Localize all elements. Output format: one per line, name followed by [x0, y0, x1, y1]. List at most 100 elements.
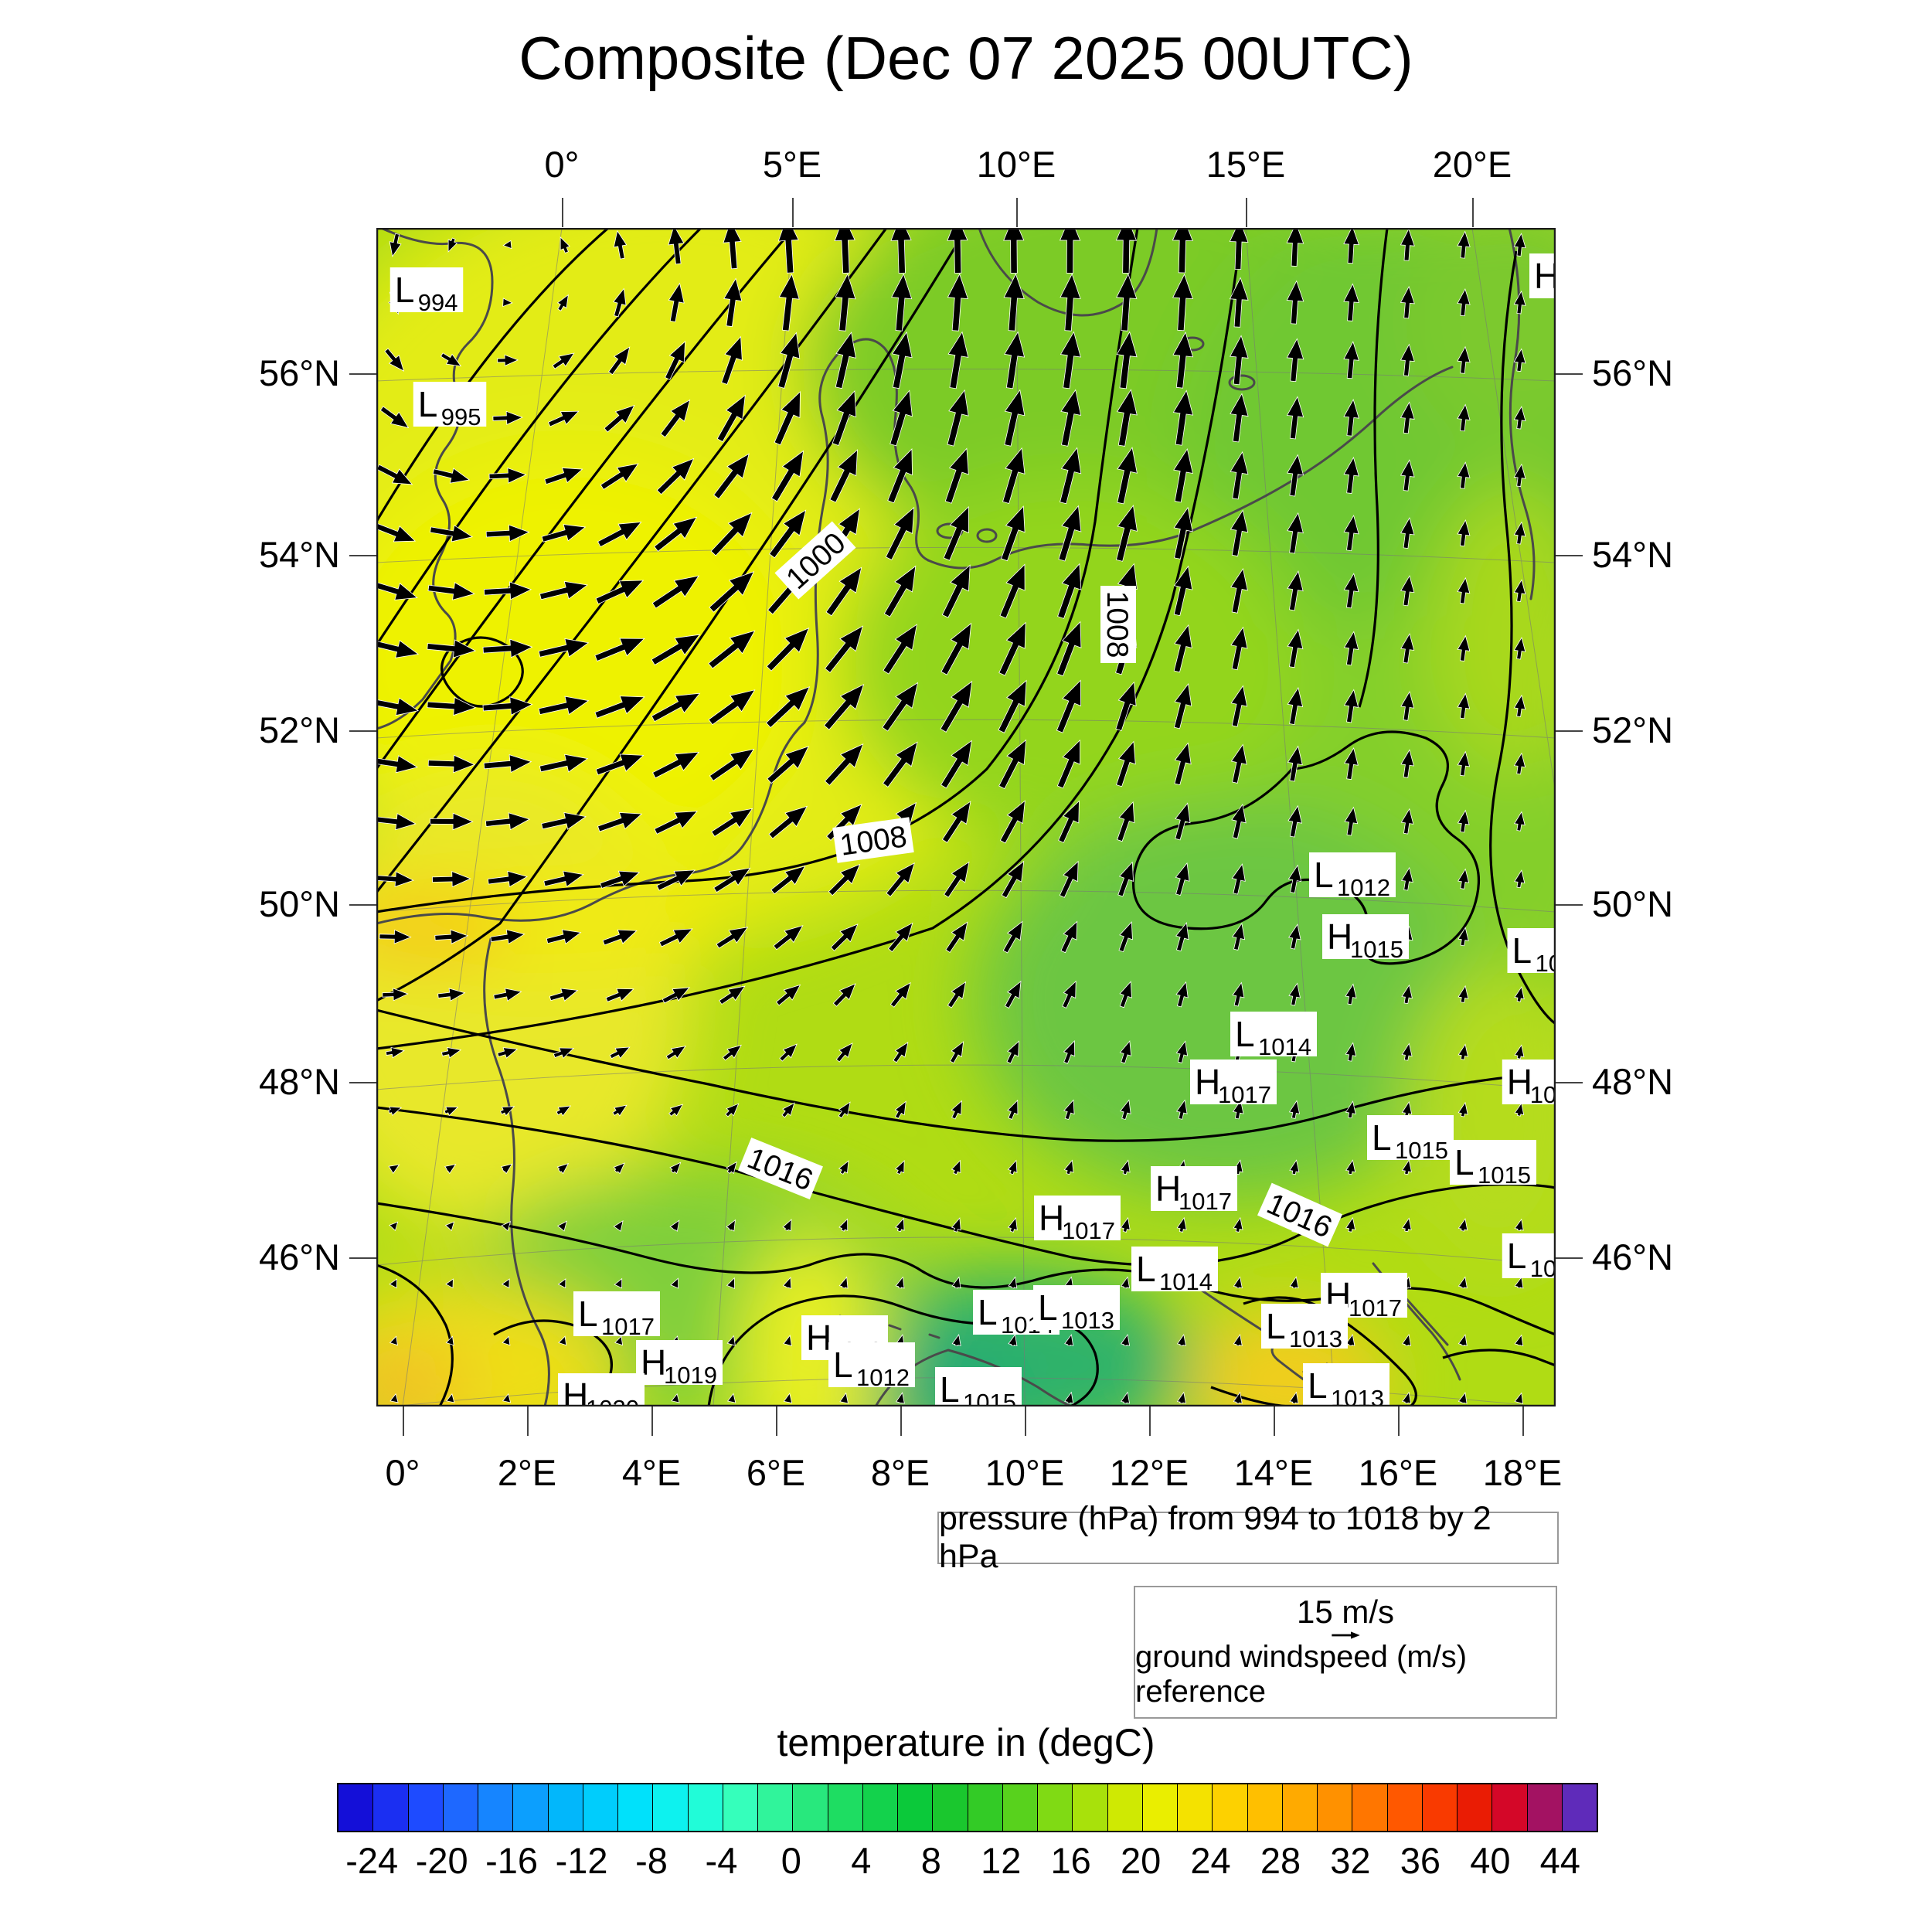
- wind-arrow: [828, 863, 861, 896]
- wind-arrow: [1231, 804, 1247, 839]
- bottom-axis-label: 18°E: [1482, 1452, 1563, 1493]
- axis-tick: [349, 730, 376, 732]
- wind-reference-box: 15 m/s ground windspeed (m/s) reference: [1134, 1586, 1557, 1719]
- wind-arrow: [608, 346, 631, 376]
- wind-arrow: [1345, 983, 1357, 1005]
- wind-arrow: [388, 1164, 400, 1175]
- wind-arrow: [1173, 624, 1192, 673]
- wind-arrow: [882, 741, 918, 787]
- wind-arrow: [1288, 1100, 1301, 1119]
- wind-arrow: [726, 1161, 737, 1175]
- wind-arrow: [656, 457, 695, 495]
- wind-arrow: [1006, 1040, 1019, 1064]
- wind-arrow: [1514, 1102, 1525, 1117]
- wind-arrow: [539, 753, 589, 773]
- wind-arrow: [766, 628, 810, 672]
- wind-arrow: [999, 563, 1026, 619]
- wind-arrow: [441, 1046, 462, 1059]
- wind-arrow: [1286, 396, 1304, 440]
- wind-arrow: [1343, 573, 1359, 609]
- wind-arrow: [726, 1335, 736, 1346]
- svg-text:1013: 1013: [1289, 1325, 1342, 1352]
- wind-arrow: [999, 800, 1026, 844]
- wind-arrow: [1116, 740, 1136, 787]
- wind-arrow: [1231, 863, 1246, 895]
- colorbar-tick-label: 32: [1330, 1840, 1371, 1881]
- wind-arrow: [1004, 389, 1026, 447]
- colorbar-title: temperature in (degC): [777, 1721, 1155, 1764]
- wind-arrow: [600, 463, 639, 490]
- axis-tick: [1556, 904, 1583, 906]
- wind-arrow: [1287, 628, 1304, 668]
- colorbar-segment: [758, 1784, 794, 1831]
- wind-arrow: [1230, 335, 1249, 386]
- wind-arrow: [1056, 739, 1080, 789]
- svg-text:L: L: [1266, 1306, 1286, 1346]
- wind-arrow: [1345, 1042, 1357, 1062]
- colorbar-segment: [898, 1784, 934, 1831]
- wind-arrow: [940, 680, 973, 733]
- colorbar-segment: [1492, 1784, 1528, 1831]
- wind-arrow: [883, 565, 917, 617]
- wind-arrow: [1400, 285, 1415, 319]
- wind-arrow: [1288, 923, 1301, 950]
- left-axis-label: 54°N: [258, 534, 340, 575]
- wind-arrow: [713, 867, 751, 893]
- pressure-center-label: L 10: [1507, 928, 1567, 977]
- wind-arrow: [708, 630, 756, 669]
- axis-tick: [1398, 1406, 1400, 1436]
- wind-arrow: [779, 1043, 798, 1062]
- bottom-axis-label: 0°: [385, 1452, 420, 1493]
- wind-arrow: [614, 1277, 623, 1289]
- svg-text:10: 10: [1536, 950, 1556, 977]
- wind-arrow: [886, 862, 915, 897]
- wind-arrow: [725, 1103, 740, 1117]
- wind-arrow: [613, 230, 628, 260]
- colorbar-segment: [618, 1784, 654, 1831]
- wind-arrow: [1345, 1159, 1356, 1175]
- wind-arrow: [769, 509, 807, 559]
- wind-arrow: [605, 988, 634, 1002]
- wind-arrow: [1514, 1044, 1525, 1060]
- axis-tick: [1016, 198, 1018, 227]
- wind-arrow: [594, 638, 645, 662]
- wind-arrow: [1173, 683, 1192, 730]
- bottom-axis-label: 12°E: [1109, 1452, 1189, 1493]
- wind-arrow: [1001, 860, 1025, 899]
- wind-arrow: [613, 1162, 625, 1175]
- wind-arrow: [427, 582, 475, 600]
- wind-arrow: [1457, 750, 1471, 777]
- wind-arrow: [501, 1221, 512, 1232]
- wind-arrow: [1008, 1276, 1018, 1289]
- colorbar-segment: [1562, 1784, 1597, 1831]
- wind-arrow: [1287, 864, 1302, 893]
- right-axis-label: 48°N: [1592, 1061, 1674, 1102]
- wind-arrow: [1513, 694, 1526, 717]
- pressure-center-label: L 1013: [1033, 1285, 1120, 1334]
- wind-arrow: [541, 812, 587, 830]
- wind-arrow: [1175, 802, 1191, 841]
- wind-arrow: [654, 811, 698, 835]
- wind-arrow: [1004, 331, 1026, 389]
- pressure-center-label: L 1012: [828, 1342, 915, 1391]
- colorbar-segment: [1527, 1784, 1563, 1831]
- axis-tick: [1472, 198, 1474, 227]
- svg-text:H: H: [806, 1318, 832, 1358]
- wind-arrow: [482, 638, 533, 658]
- wind-arrow: [895, 1392, 905, 1404]
- wind-arrow: [941, 564, 971, 618]
- wind-arrow: [1457, 288, 1471, 317]
- wind-arrow: [940, 740, 972, 789]
- wind-arrow: [430, 525, 474, 543]
- wind-arrow: [1400, 343, 1415, 376]
- wind-arrow: [883, 624, 917, 675]
- wind-arrow: [716, 927, 749, 949]
- wind-arrow: [389, 233, 402, 257]
- wind-arrow: [947, 389, 969, 447]
- wind-arrow: [778, 273, 800, 332]
- wind-arrow: [1230, 451, 1249, 500]
- wind-arrow: [1457, 230, 1471, 259]
- wind-arrow: [1115, 681, 1137, 732]
